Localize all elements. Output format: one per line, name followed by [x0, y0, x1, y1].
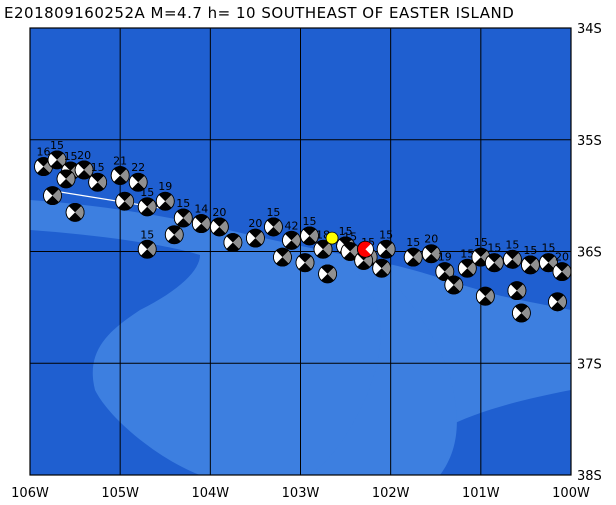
depth-label: 15 — [140, 228, 154, 241]
focal-mechanism-beachball — [507, 281, 527, 301]
highlighted-event-marker — [325, 231, 339, 245]
lat-tick-label: 35S — [577, 134, 602, 149]
focal-mechanism-beachball — [475, 286, 495, 306]
lon-tick-label: 102W — [372, 486, 410, 501]
depth-label: 20 — [555, 251, 569, 264]
depth-label: 20 — [77, 149, 91, 162]
focal-mechanism-beachball — [282, 230, 301, 250]
map-title: E201809160252A M=4.7 h= 10 SOUTHEAST OF … — [4, 4, 515, 22]
depth-label: 15 — [176, 197, 190, 210]
focal-mechanism-beachball — [521, 255, 540, 275]
depth-label: 22 — [131, 161, 145, 174]
focal-mechanism-beachball — [137, 239, 157, 259]
focal-mechanism-beachball — [128, 172, 148, 192]
lon-tick-label: 103W — [282, 486, 320, 501]
focal-mechanism-beachball — [313, 239, 333, 259]
depth-label: 19 — [158, 180, 172, 193]
depth-label: 15 — [505, 238, 519, 251]
focal-mechanism-beachball — [444, 275, 464, 295]
lat-tick-label: 34S — [577, 22, 602, 37]
focal-mechanism-beachball — [137, 197, 157, 217]
focal-mechanism-beachball — [164, 225, 184, 245]
axis-labels: 106W 105W 104W 103W 102W 101W 100W 34S 35S 36S 37S… — [11, 22, 602, 501]
focal-mechanism-beachball — [457, 258, 477, 278]
focal-mechanism-beachball — [273, 247, 292, 267]
depth-label: 20 — [248, 217, 262, 230]
focal-mechanism-beachball — [372, 258, 392, 278]
lat-tick-label: 37S — [577, 357, 602, 372]
focal-mechanism-beachball — [115, 191, 135, 211]
focal-mechanism-beachball — [376, 239, 396, 259]
depth-label: 15 — [266, 206, 280, 219]
depth-label: 15 — [460, 247, 474, 260]
lon-tick-label: 101W — [462, 486, 500, 501]
focal-mechanism-beachball — [223, 233, 243, 252]
depth-label: 14 — [194, 203, 208, 216]
focal-mechanism-beachball — [435, 262, 455, 282]
focal-mechanism-beachball — [47, 150, 67, 170]
lon-tick-label: 104W — [191, 486, 229, 501]
depth-label: 15 — [523, 244, 537, 257]
depth-label: 15 — [303, 215, 317, 228]
focal-mechanism-beachball — [191, 214, 211, 233]
lon-tick-label: 106W — [11, 486, 49, 501]
depth-label: 19 — [438, 251, 452, 264]
depth-label: 15 — [64, 150, 78, 163]
depth-label: 15 — [406, 236, 420, 249]
focal-mechanism-beachball — [512, 303, 531, 323]
focal-mechanism-beachball — [43, 186, 62, 206]
focal-mechanism-beachball — [209, 217, 229, 237]
focal-mechanism-beachball — [110, 166, 130, 185]
focal-mechanism-beachball — [403, 247, 423, 267]
focal-mechanism-beachball — [155, 191, 175, 211]
lon-tick-label: 100W — [552, 486, 590, 501]
main-event-beachball — [357, 240, 374, 258]
depth-label: 21 — [113, 155, 127, 168]
depth-label: 15 — [140, 186, 154, 199]
depth-label: 20 — [212, 206, 226, 219]
depth-label: 42 — [284, 219, 298, 232]
depth-label: 15 — [50, 139, 64, 152]
focal-mechanism-beachball — [65, 202, 85, 222]
focal-mechanism-beachball — [502, 249, 522, 269]
depth-label: 15 — [343, 231, 357, 244]
map-border — [29, 27, 572, 476]
focal-mechanism-beachball — [88, 172, 108, 192]
lon-tick-label: 105W — [101, 486, 139, 501]
focal-mechanism-beachball — [74, 160, 94, 180]
focal-mechanism-beachball — [539, 253, 558, 273]
depth-label: 15 — [474, 236, 488, 249]
focal-mechanism-beachball — [173, 208, 193, 228]
depth-label: 20 — [424, 233, 438, 246]
depth-label: 15 — [379, 228, 393, 241]
focal-mechanism-beachball — [552, 262, 571, 282]
focal-mechanism-beachball — [484, 253, 504, 273]
focal-mechanism-beachball — [548, 292, 567, 312]
focal-mechanism-beachball — [318, 264, 337, 284]
lat-tick-label: 38S — [577, 469, 602, 484]
focal-mechanism-beachball — [421, 244, 441, 264]
depth-label: 15 — [339, 225, 353, 238]
depth-label: 16 — [37, 146, 51, 159]
depth-label: 15 — [91, 161, 105, 174]
focal-mechanism-beachball — [295, 253, 315, 273]
lat-tick-label: 36S — [577, 246, 602, 261]
depth-label: 15 — [487, 242, 501, 255]
focal-mechanism-beachball — [246, 228, 265, 248]
focal-mechanism-beachball — [264, 217, 283, 237]
depth-label: 15 — [541, 242, 555, 255]
focal-mechanism-beachball — [300, 226, 319, 246]
focal-mechanism-beachball — [56, 169, 76, 189]
